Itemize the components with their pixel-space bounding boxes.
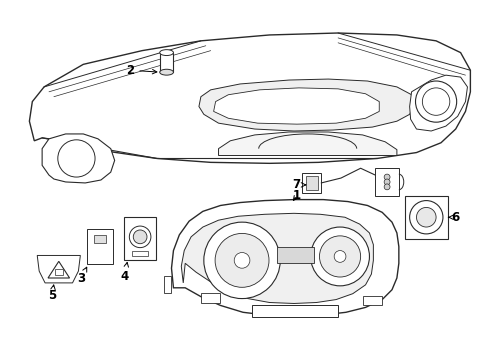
Polygon shape [277,247,313,263]
Polygon shape [171,199,398,316]
Ellipse shape [215,233,268,287]
Ellipse shape [415,81,456,122]
Polygon shape [124,217,156,260]
Polygon shape [362,296,382,305]
Polygon shape [251,305,337,317]
Text: 4: 4 [120,262,128,283]
Polygon shape [305,176,317,190]
Polygon shape [201,293,220,302]
Polygon shape [218,132,396,156]
Ellipse shape [160,50,173,55]
Polygon shape [163,276,171,293]
Polygon shape [301,173,321,193]
Ellipse shape [333,251,345,262]
Ellipse shape [416,207,435,227]
Polygon shape [55,269,62,275]
Polygon shape [375,168,398,196]
Text: 3: 3 [77,267,86,284]
Text: 1: 1 [292,189,301,202]
Ellipse shape [409,201,442,234]
Polygon shape [37,256,80,283]
Text: 7: 7 [291,179,305,192]
Polygon shape [160,53,173,72]
Polygon shape [213,88,379,124]
Ellipse shape [384,179,389,185]
Ellipse shape [422,88,449,115]
Polygon shape [409,75,467,131]
Polygon shape [42,134,114,183]
Text: 2: 2 [126,64,157,77]
Ellipse shape [160,69,173,75]
Polygon shape [199,79,414,131]
Ellipse shape [133,230,147,244]
Polygon shape [29,33,469,163]
Text: 5: 5 [48,285,56,302]
Ellipse shape [310,227,369,286]
Polygon shape [87,229,112,264]
Polygon shape [404,196,447,239]
Polygon shape [279,305,313,315]
Ellipse shape [234,252,249,268]
Polygon shape [181,213,373,303]
Ellipse shape [129,226,151,248]
Ellipse shape [203,222,280,298]
Polygon shape [132,251,148,256]
Ellipse shape [384,174,389,180]
Polygon shape [94,235,105,243]
Ellipse shape [319,236,360,277]
Text: 6: 6 [447,211,459,224]
Ellipse shape [58,140,95,177]
Ellipse shape [384,184,389,190]
